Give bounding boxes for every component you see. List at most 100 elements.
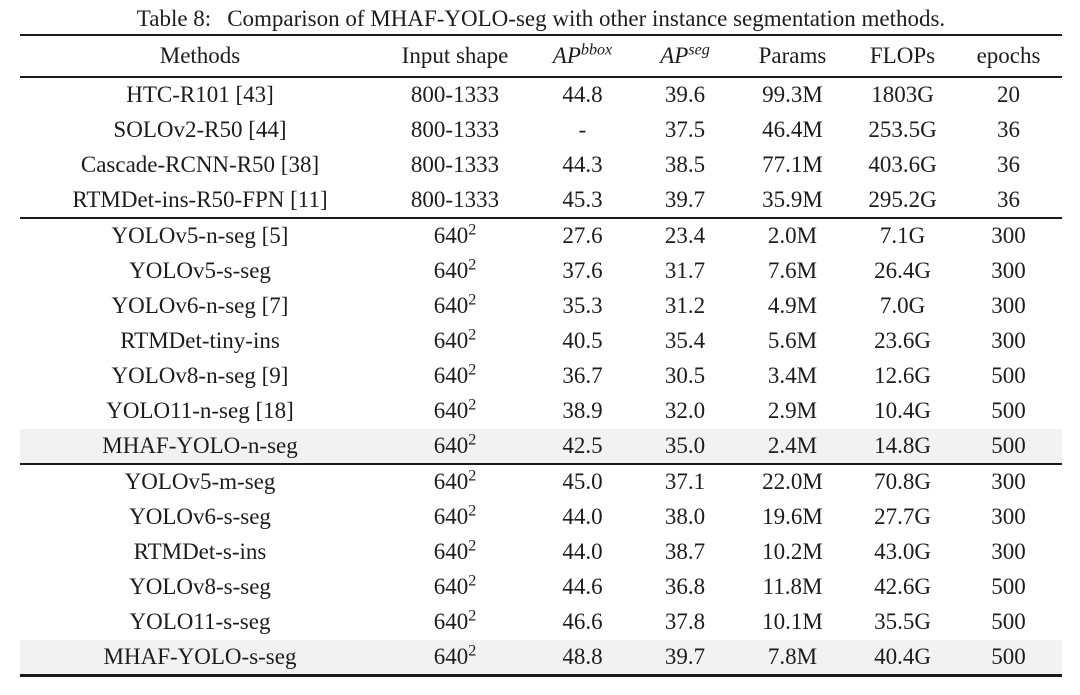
epochs-cell: 500 bbox=[991, 363, 1026, 389]
table-row: YOLO11-s-seg 6402 46.6 37.8 10.1M 35.5G 500 bbox=[20, 605, 1062, 640]
table-row: YOLO11-n-seg [18] 6402 38.9 32.0 2.9M 10.4G 50… bbox=[20, 394, 1062, 429]
epochs-cell: 300 bbox=[955, 463, 1062, 500]
ap-seg-cell: 35.4 bbox=[664, 327, 706, 353]
input-shape-cell: 6402 bbox=[433, 537, 477, 565]
params-cell: 77.1M bbox=[762, 151, 823, 177]
table-row: RTMDet-ins-R50-FPN [11] 800-1333 45.3 39.7 3… bbox=[20, 183, 1062, 218]
column-header-methods: Methods bbox=[159, 43, 241, 68]
column-header-flops: FLOPs bbox=[869, 43, 936, 68]
params-cell: 19.6M bbox=[762, 503, 823, 529]
input-shape-cell: 6402 bbox=[433, 361, 477, 389]
ap-seg-cell: 31.2 bbox=[664, 292, 706, 318]
input-shape-cell: 6402 bbox=[433, 642, 477, 669]
epochs-cell: 300 bbox=[991, 257, 1026, 283]
epochs-cell: 300 bbox=[955, 216, 1062, 253]
ap-bbox-cell: - bbox=[578, 116, 587, 142]
input-shape-cell: 6402 bbox=[433, 502, 477, 529]
input-shape-cell: 6402 bbox=[433, 396, 477, 424]
ap-seg-cell: 23.4 bbox=[635, 216, 735, 253]
params-cell: 2.9M bbox=[767, 398, 818, 424]
params-cell: 3.4M bbox=[767, 363, 818, 389]
params-cell: 10.1M bbox=[762, 609, 823, 635]
input-shape-cell: 800-1333 bbox=[410, 151, 500, 177]
ap-seg-cell: 35.0 bbox=[664, 432, 706, 458]
ap-bbox-cell: 27.6 bbox=[530, 216, 635, 253]
ap-bbox-cell: 35.3 bbox=[562, 292, 603, 318]
table-row: YOLOv6-s-seg 6402 44.0 38.0 19.6M 27.7G 300 bbox=[20, 499, 1062, 534]
table-row: SOLOv2-R50 [44] 800-1333 - 37.5 46.4M 253.5G 3… bbox=[20, 112, 1062, 147]
method-cell: HTC-R101 [43] bbox=[126, 82, 274, 108]
method-cell: YOLOv5-n-seg [5] bbox=[20, 216, 380, 253]
ap-seg-cell: 39.7 bbox=[664, 186, 706, 212]
params-cell: 7.6M bbox=[767, 257, 818, 283]
flops-cell: 403.6G bbox=[868, 151, 937, 177]
epochs-cell: 500 bbox=[991, 398, 1026, 424]
epochs-cell: 500 bbox=[991, 432, 1026, 458]
input-shape-cell: 6402 bbox=[433, 326, 477, 353]
flops-cell: 42.6G bbox=[874, 574, 931, 600]
input-shape-cell: 800-1333 bbox=[410, 186, 500, 212]
table-row: YOLOv5-m-seg 6402 45.0 37.1 22.0M 70.8G 300 bbox=[20, 463, 1062, 500]
ap-bbox-cell: 44.3 bbox=[562, 151, 603, 177]
epochs-cell: 500 bbox=[991, 609, 1026, 635]
params-cell: 11.8M bbox=[762, 574, 823, 600]
flops-cell: 7.0G bbox=[879, 292, 926, 318]
table-row: YOLOv5-s-seg 6402 37.6 31.7 7.6M 26.4G 300 bbox=[20, 253, 1062, 288]
column-header-epochs: epochs bbox=[976, 43, 1041, 68]
ap-bbox-cell: 40.5 bbox=[562, 327, 603, 353]
method-cell: MHAF-YOLO-n-seg bbox=[102, 432, 298, 458]
ap-seg-cell: 38.5 bbox=[664, 151, 706, 177]
flops-cell: 70.8G bbox=[850, 463, 955, 500]
params-cell: 10.2M bbox=[762, 539, 823, 565]
flops-cell: 35.5G bbox=[874, 609, 931, 635]
ap-seg-cell: 37.8 bbox=[664, 609, 706, 635]
ap-bbox-cell: 48.8 bbox=[562, 643, 603, 669]
method-cell: Cascade-RCNN-R50 [38] bbox=[80, 151, 320, 177]
flops-cell: 295.2G bbox=[868, 186, 937, 212]
table-caption: Table 8: Comparison of MHAF-YOLO-seg with… bbox=[20, 5, 1062, 34]
ap-seg-cell: 31.7 bbox=[664, 257, 706, 283]
method-cell: YOLOv5-m-seg bbox=[20, 463, 380, 500]
ap-bbox-cell: 36.7 bbox=[562, 363, 603, 389]
table-row: YOLOv8-s-seg 6402 44.6 36.8 11.8M 42.6G 500 bbox=[20, 570, 1062, 605]
ap-seg-cell: 38.7 bbox=[664, 539, 706, 565]
flops-cell: 23.6G bbox=[874, 327, 931, 353]
table-row: YOLOv6-n-seg [7] 6402 35.3 31.2 4.9M 7.0G 300 bbox=[20, 288, 1062, 323]
column-header-ap-seg: APseg bbox=[660, 41, 710, 68]
flops-cell: 43.0G bbox=[874, 539, 931, 565]
epochs-cell: 300 bbox=[991, 539, 1026, 565]
table-body: HTC-R101 [43] 800-1333 44.8 39.6 99.3M 1803G 2… bbox=[20, 77, 1062, 676]
params-cell: 7.8M bbox=[767, 643, 818, 669]
ap-seg-cell: 36.8 bbox=[664, 574, 706, 600]
input-shape-cell: 6402 bbox=[433, 572, 477, 600]
flops-cell: 10.4G bbox=[874, 398, 931, 424]
flops-cell: 14.8G bbox=[874, 432, 931, 458]
input-shape-cell: 6402 bbox=[380, 216, 530, 253]
epochs-cell: 300 bbox=[991, 327, 1026, 353]
input-shape-cell: 6402 bbox=[433, 431, 477, 458]
column-header-ap-bbox: APbbox bbox=[552, 41, 613, 68]
ap-seg-cell: 39.7 bbox=[664, 643, 706, 669]
table-row: MHAF-YOLO-n-seg 6402 42.5 35.0 2.4M 14.8G 500 bbox=[20, 428, 1062, 465]
table-header-row: Methods Input shape APbbox APseg Params … bbox=[20, 35, 1062, 77]
epochs-cell: 20 bbox=[997, 82, 1020, 108]
flops-cell: 26.4G bbox=[874, 257, 931, 283]
input-shape-cell: 800-1333 bbox=[410, 116, 500, 142]
input-shape-cell: 6402 bbox=[433, 255, 477, 283]
paper-page: Table 8: Comparison of MHAF-YOLO-seg with… bbox=[20, 5, 1062, 677]
table-header: Methods Input shape APbbox APseg Params … bbox=[20, 35, 1062, 77]
params-cell: 35.9M bbox=[762, 186, 823, 212]
ap-seg-cell: 30.5 bbox=[664, 363, 706, 389]
column-header-params: Params bbox=[758, 43, 827, 68]
table-row: RTMDet-tiny-ins 6402 40.5 35.4 5.6M 23.6G 300 bbox=[20, 323, 1062, 358]
ap-bbox-cell: 46.6 bbox=[562, 609, 603, 635]
epochs-cell: 36 bbox=[997, 151, 1020, 177]
epochs-cell: 300 bbox=[991, 503, 1026, 529]
epochs-cell: 36 bbox=[997, 116, 1020, 142]
ap-bbox-cell: 45.3 bbox=[562, 186, 603, 212]
comparison-table: Methods Input shape APbbox APseg Params … bbox=[20, 34, 1062, 677]
input-shape-cell: 6402 bbox=[433, 607, 477, 635]
table-caption-label: Table 8: bbox=[136, 6, 212, 31]
table-row: Cascade-RCNN-R50 [38] 800-1333 44.3 38.5 77.… bbox=[20, 147, 1062, 182]
epochs-cell: 500 bbox=[991, 643, 1026, 669]
